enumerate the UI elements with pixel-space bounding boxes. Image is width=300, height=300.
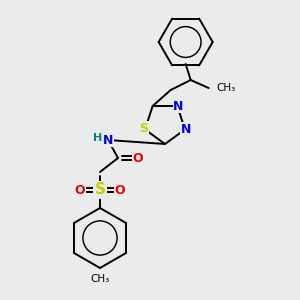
Text: CH₃: CH₃ xyxy=(90,274,110,284)
Text: O: O xyxy=(133,152,143,164)
Text: O: O xyxy=(115,184,125,196)
Text: N: N xyxy=(173,100,184,112)
Text: S: S xyxy=(94,182,106,197)
Text: S: S xyxy=(140,122,148,135)
Text: N: N xyxy=(181,123,191,136)
Text: CH₃: CH₃ xyxy=(217,83,236,93)
Text: O: O xyxy=(75,184,85,196)
Text: H: H xyxy=(93,133,103,143)
Text: N: N xyxy=(103,134,113,146)
